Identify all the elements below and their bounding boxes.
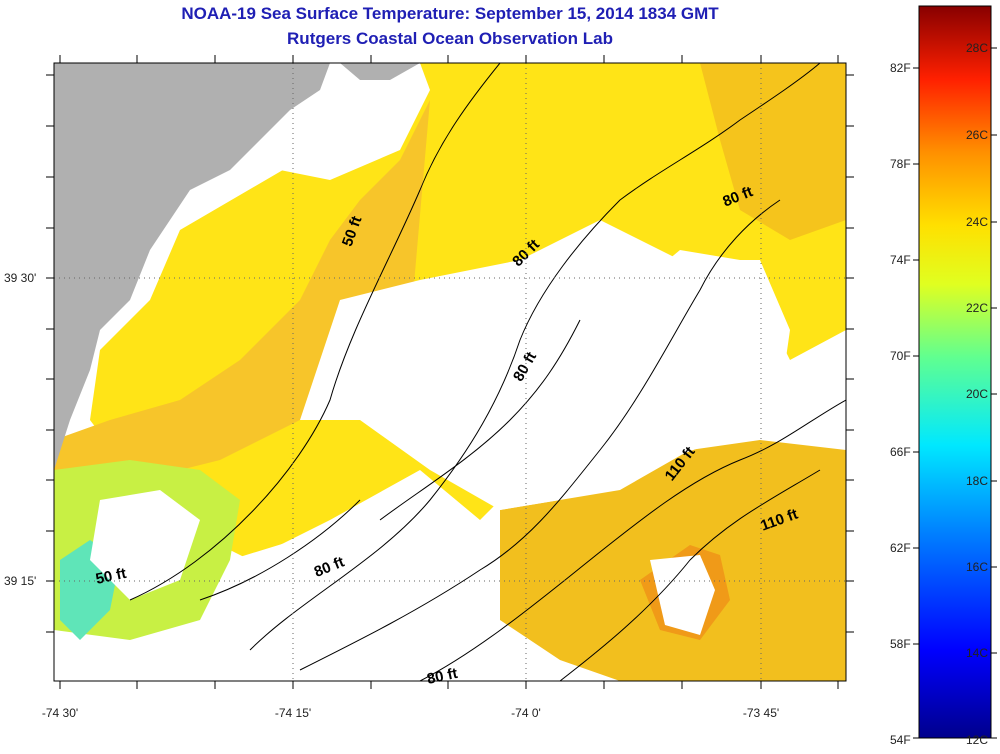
contour-label: 80 ft	[425, 665, 459, 688]
lon-label-74-15: -74 15'	[274, 706, 312, 720]
cloud-southwest	[90, 490, 200, 600]
colorbar-label-f: 82F	[890, 61, 911, 75]
colorbar-label-f: 74F	[890, 253, 911, 267]
contour-label: 50 ft	[94, 565, 128, 588]
colorbar-label-c: 18C	[966, 474, 989, 488]
colorbar-label-c: 12C	[966, 733, 989, 747]
lat-label-39-15: 39 15'	[4, 574, 37, 588]
land-mass	[54, 63, 330, 470]
land-inlet	[340, 63, 420, 80]
map-subtitle: Rutgers Coastal Ocean Observation Lab	[287, 29, 613, 48]
colorbar-label-f: 78F	[890, 157, 911, 171]
colorbar-label-f: 58F	[890, 637, 911, 651]
depth-contours	[129, 63, 846, 681]
colorbar-label-f: 66F	[890, 445, 911, 459]
colorbar-label-c: 26C	[966, 128, 989, 142]
map-frame	[53, 62, 847, 682]
colorbar-label-f: 70F	[890, 349, 911, 363]
lon-label-74-0: -74 0'	[511, 706, 541, 720]
sst-field-coast	[54, 100, 430, 520]
colorbar-label-c: 14C	[966, 646, 989, 660]
colorbar-label-c: 28C	[966, 41, 989, 55]
colorbar-ticks	[913, 47, 997, 739]
colorbar-label-f: 62F	[890, 541, 911, 555]
gridlines	[54, 63, 846, 681]
cloud-center	[300, 220, 790, 510]
tick-marks	[46, 55, 854, 689]
colorbar-label-c: 22C	[966, 301, 989, 315]
colorbar-label-c: 20C	[966, 387, 989, 401]
map-title: NOAA-19 Sea Surface Temperature: Septemb…	[181, 4, 719, 23]
lon-label-74-30: -74 30'	[41, 706, 79, 720]
cloud-southeast	[650, 555, 715, 635]
lon-label-73-45: -73 45'	[742, 706, 780, 720]
colorbar-label-c: 24C	[966, 215, 989, 229]
lat-label-39-30: 39 30'	[4, 271, 37, 285]
colorbar-label-f: 54F	[890, 733, 911, 747]
colorbar-label-c: 16C	[966, 560, 989, 574]
cloud-south	[220, 520, 500, 681]
colorbar	[918, 5, 992, 739]
sst-field-east	[700, 63, 846, 240]
